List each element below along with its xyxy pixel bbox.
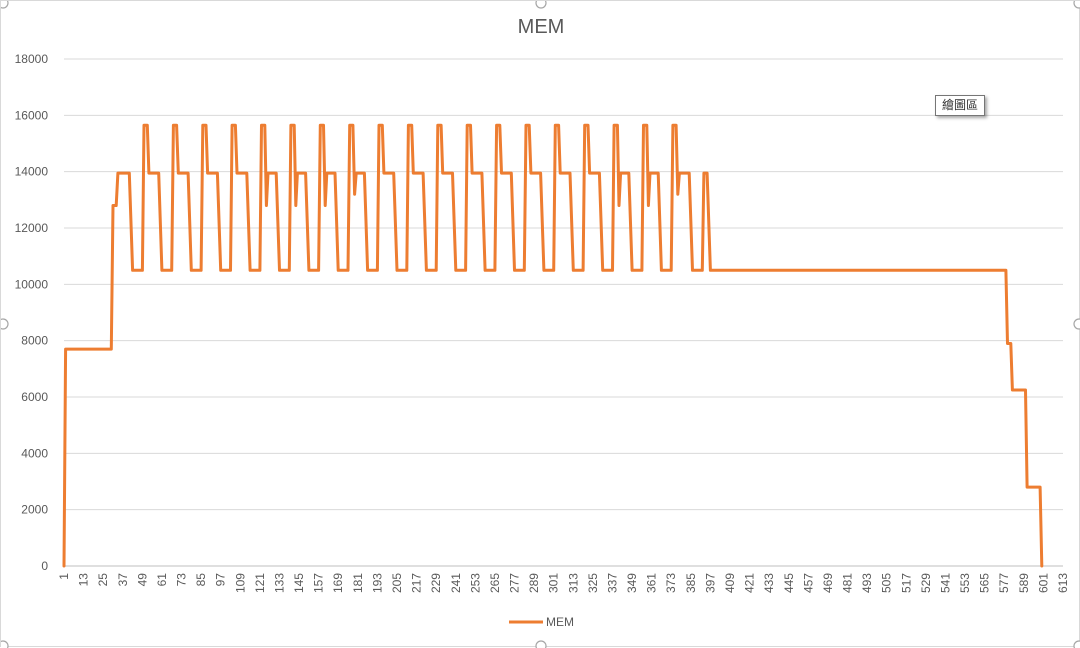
x-tick-label: 13 bbox=[77, 573, 91, 587]
x-tick-label: 109 bbox=[233, 573, 247, 593]
x-tick-label: 169 bbox=[331, 573, 345, 593]
x-tick-label: 193 bbox=[370, 573, 384, 593]
x-tick-label: 253 bbox=[468, 573, 482, 593]
x-tick-label: 433 bbox=[762, 573, 776, 593]
resize-handle[interactable] bbox=[535, 1, 547, 9]
resize-handle[interactable] bbox=[1073, 318, 1080, 330]
x-tick-label: 73 bbox=[175, 573, 189, 587]
x-tick-label: 277 bbox=[508, 573, 522, 593]
x-tick-label: 205 bbox=[390, 573, 404, 593]
x-tick-label: 361 bbox=[645, 573, 659, 593]
x-tick-label: 601 bbox=[1036, 573, 1050, 593]
x-tick-label: 349 bbox=[625, 573, 639, 593]
y-tick-label: 8000 bbox=[21, 334, 48, 348]
x-tick-label: 241 bbox=[449, 573, 463, 593]
y-tick-label: 18000 bbox=[15, 52, 49, 66]
resize-handle[interactable] bbox=[1073, 1, 1080, 9]
y-tick-label: 12000 bbox=[15, 221, 49, 235]
resize-handle[interactable] bbox=[1, 640, 9, 648]
x-tick-label: 517 bbox=[899, 573, 913, 593]
y-tick-label: 10000 bbox=[15, 277, 49, 291]
x-tick-label: 301 bbox=[547, 573, 561, 593]
gridlines bbox=[64, 58, 1063, 511]
x-tick-label: 133 bbox=[272, 573, 286, 593]
y-tick-label: 16000 bbox=[15, 108, 49, 122]
resize-handle[interactable] bbox=[1, 1, 9, 9]
y-axis-ticks: 0 2000 4000 6000 8000 10000 12000 14000 16000 180… bbox=[15, 52, 49, 573]
x-tick-label: 373 bbox=[664, 573, 678, 593]
x-tick-label: 229 bbox=[429, 573, 443, 593]
x-tick-label: 565 bbox=[978, 573, 992, 593]
x-tick-label: 313 bbox=[566, 573, 580, 593]
y-tick-label: 6000 bbox=[21, 390, 48, 404]
x-tick-label: 145 bbox=[292, 573, 306, 593]
x-tick-label: 457 bbox=[801, 573, 815, 593]
resize-handle[interactable] bbox=[535, 640, 547, 648]
x-tick-label: 409 bbox=[723, 573, 737, 593]
x-tick-label: 97 bbox=[214, 573, 228, 587]
x-tick-label: 541 bbox=[938, 573, 952, 593]
x-tick-label: 397 bbox=[703, 573, 717, 593]
x-tick-label: 49 bbox=[135, 573, 149, 587]
series-group bbox=[62, 123, 1044, 568]
x-tick-label: 265 bbox=[488, 573, 502, 593]
x-tick-label: 421 bbox=[743, 573, 757, 593]
y-tick-label: 2000 bbox=[21, 503, 48, 517]
x-tick-label: 37 bbox=[116, 573, 130, 587]
x-tick-label: 1 bbox=[57, 573, 71, 580]
resize-handle[interactable] bbox=[1, 318, 9, 330]
x-tick-label: 157 bbox=[312, 573, 326, 593]
x-tick-label: 25 bbox=[96, 573, 110, 587]
x-tick-label: 529 bbox=[919, 573, 933, 593]
x-tick-label: 289 bbox=[527, 573, 541, 593]
series-line-mem bbox=[62, 123, 1044, 568]
x-tick-label: 217 bbox=[410, 573, 424, 593]
y-tick-label: 0 bbox=[41, 559, 48, 573]
x-tick-label: 325 bbox=[586, 573, 600, 593]
legend: MEM bbox=[509, 615, 574, 629]
x-tick-label: 505 bbox=[880, 573, 894, 593]
x-tick-label: 337 bbox=[605, 573, 619, 593]
y-tick-label: 14000 bbox=[15, 165, 49, 179]
x-tick-label: 385 bbox=[684, 573, 698, 593]
x-tick-label: 613 bbox=[1056, 573, 1070, 593]
x-tick-label: 181 bbox=[351, 573, 365, 593]
x-tick-label: 481 bbox=[841, 573, 855, 593]
x-tick-label: 493 bbox=[860, 573, 874, 593]
resize-handle[interactable] bbox=[1073, 640, 1080, 648]
x-tick-label: 445 bbox=[782, 573, 796, 593]
x-tick-label: 469 bbox=[821, 573, 835, 593]
x-tick-label: 589 bbox=[1017, 573, 1031, 593]
chart-title: MEM bbox=[518, 16, 565, 38]
x-tick-label: 61 bbox=[155, 573, 169, 587]
legend-label: MEM bbox=[546, 615, 574, 629]
x-tick-label: 577 bbox=[997, 573, 1011, 593]
x-tick-label: 121 bbox=[253, 573, 267, 593]
x-axis-ticks: 1 13 25 37 49 61 73 85 97 109 121 133 145 157 169 181 19… bbox=[57, 573, 1070, 593]
x-tick-label: 85 bbox=[194, 573, 208, 587]
y-tick-label: 4000 bbox=[21, 446, 48, 460]
x-tick-label: 553 bbox=[958, 573, 972, 593]
plot-area-tooltip: 繪圖區 bbox=[935, 95, 986, 116]
